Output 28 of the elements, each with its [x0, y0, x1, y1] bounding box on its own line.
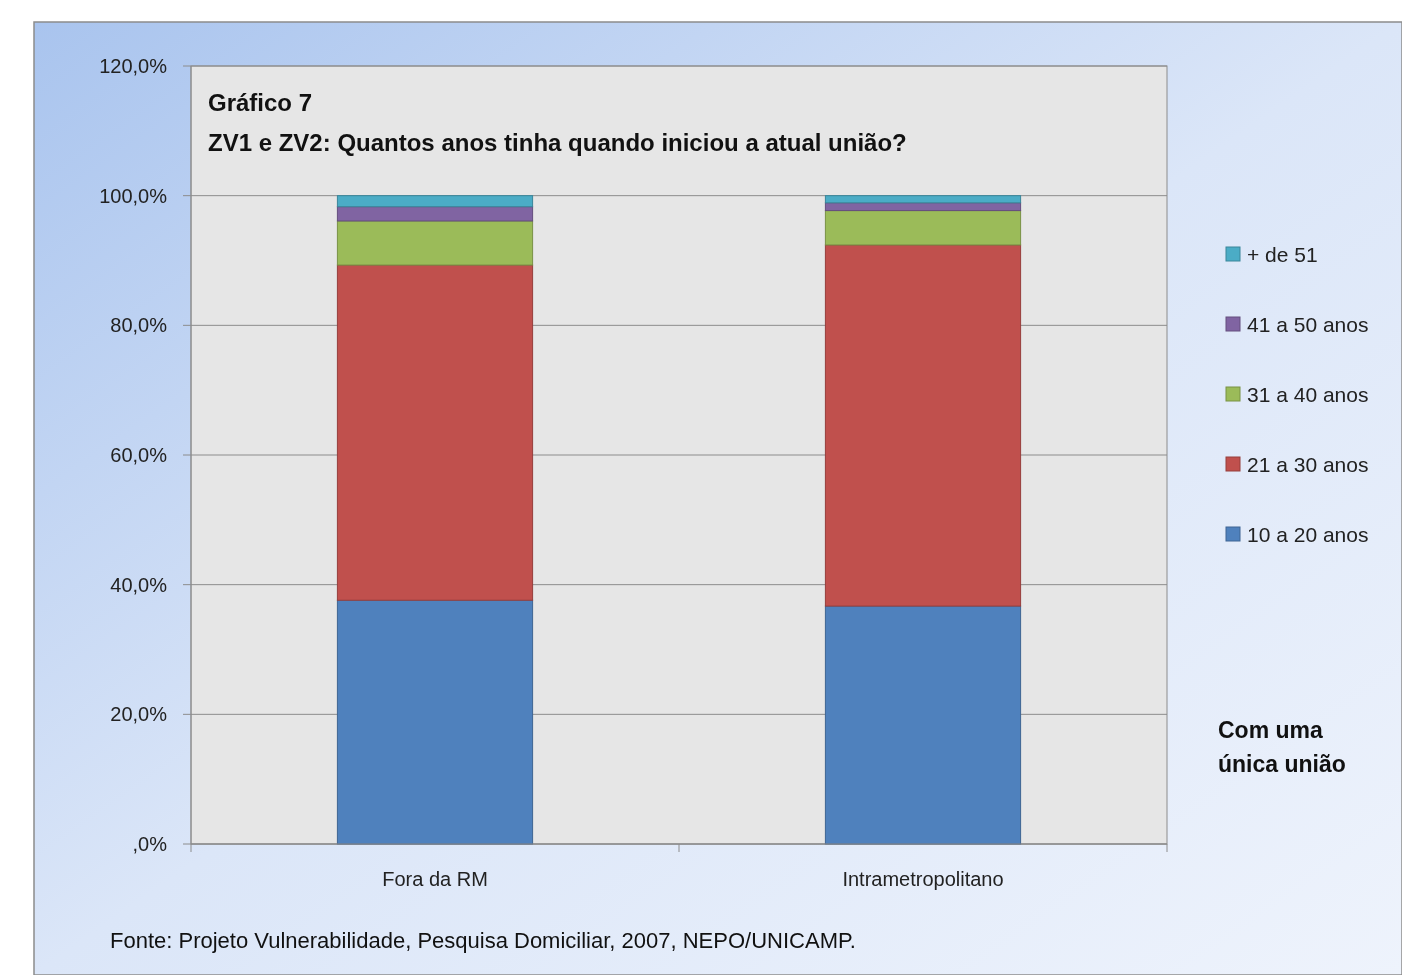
source-note: Fonte: Projeto Vulnerabilidade, Pesquisa Domiciliar, 2007, NEPO/UNICAMP. — [110, 928, 856, 953]
legend-label: 41 a 50 anos — [1247, 313, 1369, 337]
text: Com uma única união — [1218, 717, 1346, 777]
legend-label: 21 a 30 anos — [1247, 453, 1369, 477]
bar — [824, 202, 1022, 212]
x-tick-label: Intrametropolitano — [842, 868, 1004, 890]
bar — [824, 605, 1022, 845]
bar — [824, 195, 1022, 204]
legend-label: + de 51 — [1247, 243, 1318, 267]
bar — [336, 264, 534, 601]
y-tick-label: ,0% — [132, 833, 168, 855]
text: ZV1 e ZV2: Quantos anos tinha quando iniciou a atual união? — [208, 129, 907, 156]
bar — [336, 599, 534, 845]
text: Gráfico 7 — [208, 89, 313, 116]
y-tick-label: 40,0% — [110, 573, 168, 596]
bar — [824, 244, 1022, 607]
y-tick-label: 120,0% — [99, 55, 168, 77]
y-tick-label: 100,0% — [99, 184, 168, 207]
bar — [336, 206, 534, 222]
y-tick-label: 60,0% — [110, 444, 168, 466]
legend-label: 10 a 20 anos — [1247, 523, 1369, 547]
bar — [336, 220, 534, 266]
legend-label: 31 a 40 anos — [1247, 383, 1369, 407]
y-tick-label: 20,0% — [110, 703, 168, 726]
y-tick-label: 80,0% — [110, 314, 168, 337]
bar — [824, 210, 1022, 246]
x-tick-label: Fora da RM — [382, 868, 488, 890]
bar — [336, 195, 534, 208]
